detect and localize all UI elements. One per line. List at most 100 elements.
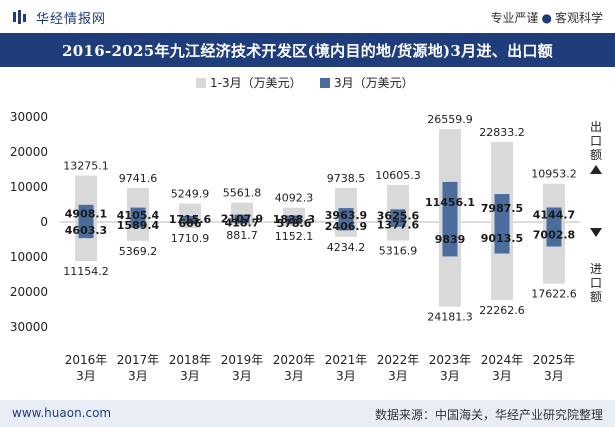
label-cumulative-import: 881.7 bbox=[226, 229, 258, 242]
category-label-year: 2019年 bbox=[221, 353, 264, 367]
label-cumulative-export: 13275.1 bbox=[63, 160, 109, 173]
label-monthly-import: 9839 bbox=[435, 233, 466, 246]
label-cumulative-import: 11154.2 bbox=[63, 265, 109, 278]
label-cumulative-import: 24181.3 bbox=[427, 311, 473, 324]
bar-cumulative-import bbox=[231, 222, 253, 226]
category-label-month: 3月 bbox=[492, 369, 512, 383]
category-label-month: 3月 bbox=[284, 369, 304, 383]
y-tick-label: 10000 bbox=[10, 250, 48, 264]
bar-monthly-export bbox=[442, 181, 458, 222]
label-cumulative-export: 5561.8 bbox=[223, 187, 262, 200]
bar-monthly-import bbox=[546, 222, 562, 247]
bar-monthly-export bbox=[78, 204, 94, 222]
label-cumulative-export: 9741.6 bbox=[119, 172, 158, 185]
y-tick-label: 20000 bbox=[10, 145, 48, 159]
label-cumulative-import: 1152.1 bbox=[275, 230, 314, 243]
category-label-month: 3月 bbox=[76, 369, 96, 383]
category-label-year: 2025年 bbox=[533, 353, 576, 367]
label-monthly-import: 7002.8 bbox=[533, 228, 575, 241]
bar-monthly-import bbox=[234, 222, 250, 224]
category-label-year: 2021年 bbox=[325, 353, 368, 367]
legend-swatch-cumulative bbox=[196, 78, 206, 88]
label-monthly-import: 2406.9 bbox=[325, 220, 367, 233]
label-monthly-import: 9013.5 bbox=[481, 232, 523, 245]
bar-monthly-export bbox=[546, 207, 562, 222]
y-tick-label: 20000 bbox=[10, 285, 48, 299]
down-arrow-icon bbox=[590, 228, 602, 237]
top-bar: 华经情报网 专业严谨 ● 客观科学 bbox=[0, 0, 615, 33]
label-cumulative-import: 17622.6 bbox=[531, 288, 577, 301]
label-cumulative-import: 1710.9 bbox=[171, 232, 210, 245]
label-monthly-import: 578.6 bbox=[277, 217, 312, 230]
bar-monthly-export bbox=[494, 194, 510, 222]
category-label-year: 2017年 bbox=[117, 353, 160, 367]
tagline-left: 专业严谨 bbox=[490, 11, 539, 25]
export-side-label: 出口额 bbox=[589, 120, 602, 162]
y-tick-label: 30000 bbox=[10, 320, 48, 334]
tagline: 专业严谨 ● 客观科学 bbox=[490, 9, 603, 26]
bar-monthly-import bbox=[286, 222, 302, 225]
label-cumulative-import: 22262.6 bbox=[479, 304, 525, 317]
label-cumulative-export: 10605.3 bbox=[375, 169, 421, 182]
bar-monthly-import bbox=[390, 222, 406, 227]
label-cumulative-import: 5316.9 bbox=[379, 245, 418, 258]
category-label-month: 3月 bbox=[336, 369, 356, 383]
bar-monthly-import bbox=[130, 222, 146, 228]
separator-dot: ● bbox=[541, 11, 552, 25]
category-label-month: 3月 bbox=[180, 369, 200, 383]
label-monthly-import: 1377.6 bbox=[377, 218, 420, 231]
category-label-month: 3月 bbox=[128, 369, 148, 383]
label-monthly-import: 418.7 bbox=[225, 217, 260, 230]
label-monthly-export: 1838.3 bbox=[273, 213, 315, 226]
category-label-month: 3月 bbox=[544, 369, 564, 383]
label-cumulative-export: 5249.9 bbox=[171, 188, 210, 201]
label-cumulative-import: 5369.2 bbox=[119, 245, 158, 258]
label-monthly-export: 3963.9 bbox=[325, 209, 367, 222]
bar-cumulative-import bbox=[179, 222, 201, 228]
category-label-year: 2024年 bbox=[481, 353, 524, 367]
category-label-month: 3月 bbox=[440, 369, 460, 383]
data-source: 数据来源：中国海关，华经产业研究院整理 bbox=[374, 408, 603, 422]
bar-monthly-import bbox=[494, 222, 510, 254]
chart: 1-3月（万美元） 3月（万美元） 30000 20000 10000 0 10000 200… bbox=[10, 76, 580, 383]
label-monthly-export: 4144.7 bbox=[533, 209, 575, 222]
footer: www.huaon.com 数据来源：中国海关，华经产业研究院整理 bbox=[0, 400, 615, 427]
category-label-month: 3月 bbox=[388, 369, 408, 383]
category-label-year: 2020年 bbox=[273, 353, 316, 367]
category-label-month: 3月 bbox=[232, 369, 252, 383]
legend-label-cumulative: 1-3月（万美元） bbox=[210, 76, 302, 90]
y-tick-label: 30000 bbox=[10, 110, 48, 124]
bar-monthly-import bbox=[442, 222, 458, 257]
legend-swatch-monthly bbox=[320, 78, 330, 88]
chart-title: 2016-2025年九江经济技术开发区(境内目的地/货源地)3月进、出口额 bbox=[62, 42, 553, 60]
bar-monthly-export bbox=[286, 215, 302, 222]
label-monthly-import: 1589.4 bbox=[117, 219, 160, 232]
label-cumulative-import: 4234.2 bbox=[327, 241, 366, 254]
site-url: www.huaon.com bbox=[12, 406, 112, 420]
label-monthly-export: 4105.4 bbox=[117, 209, 160, 222]
label-cumulative-export: 9738.5 bbox=[327, 172, 366, 185]
bar-monthly-export bbox=[390, 209, 406, 222]
label-monthly-import: 606 bbox=[179, 217, 202, 230]
category-label-year: 2023年 bbox=[429, 353, 472, 367]
label-monthly-export: 3625.6 bbox=[377, 210, 420, 223]
label-monthly-export: 7987.5 bbox=[481, 202, 523, 215]
legend-label-monthly: 3月（万美元） bbox=[334, 76, 414, 90]
category-label-year: 2022年 bbox=[377, 353, 420, 367]
label-cumulative-export: 26559.9 bbox=[427, 113, 473, 126]
brand-name: 华经情报网 bbox=[36, 12, 107, 27]
bar-monthly-import bbox=[338, 222, 354, 231]
bar-monthly-export bbox=[234, 214, 250, 222]
label-cumulative-export: 10953.2 bbox=[531, 168, 577, 181]
bar-monthly-export bbox=[338, 208, 354, 222]
bar-monthly-export bbox=[182, 215, 198, 222]
label-monthly-export: 11456.1 bbox=[425, 196, 475, 209]
label-cumulative-export: 4092.3 bbox=[275, 192, 314, 205]
label-monthly-export: 1715.6 bbox=[169, 213, 212, 226]
label-monthly-export: 4908.1 bbox=[65, 207, 107, 220]
bar-monthly-export bbox=[130, 207, 146, 222]
y-tick-label: 0 bbox=[40, 215, 48, 229]
category-label-year: 2018年 bbox=[169, 353, 212, 367]
label-monthly-import: 4603.3 bbox=[65, 224, 107, 237]
import-side-label: 进口额 bbox=[589, 262, 602, 304]
